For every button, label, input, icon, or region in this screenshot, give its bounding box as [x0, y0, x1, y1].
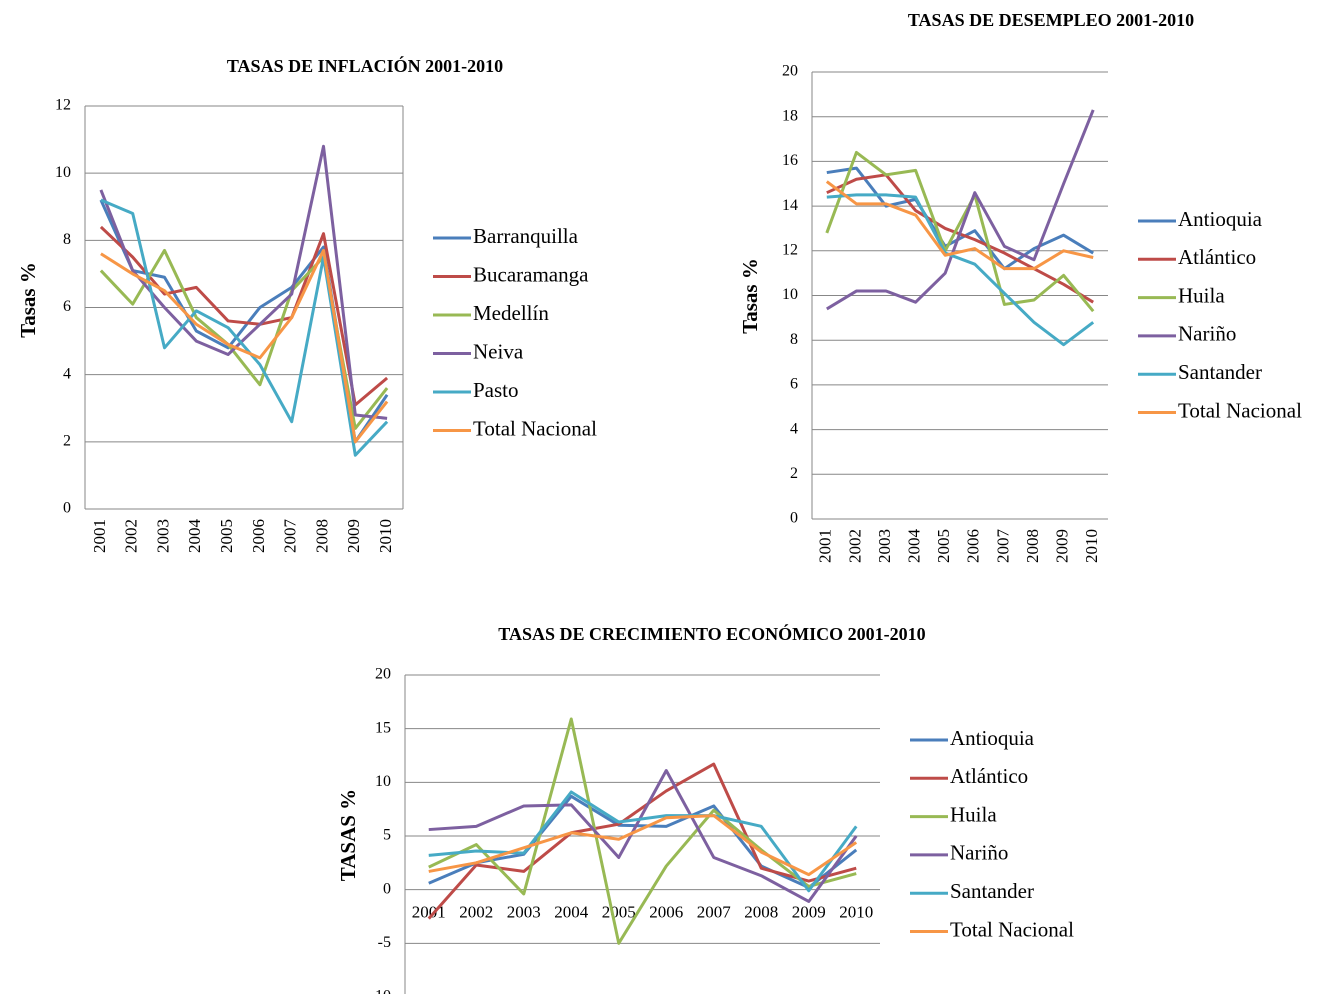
- legend-label: Santander: [950, 879, 1034, 903]
- legend-label: Antioquia: [1178, 207, 1263, 231]
- y-tick-label: 14: [782, 197, 798, 214]
- legend-label: Barranquilla: [473, 224, 579, 248]
- y-axis-label: TASAS %: [336, 789, 360, 881]
- y-tick-label: 10: [375, 773, 391, 790]
- y-tick-label: 2: [63, 433, 71, 450]
- x-tick-label: 2009: [792, 903, 826, 922]
- legend-label: Medellín: [473, 301, 549, 325]
- x-tick-label: 2001: [90, 519, 109, 553]
- series-line: [428, 717, 857, 945]
- series-line: [826, 193, 1095, 347]
- y-tick-label: -10: [370, 988, 391, 994]
- series-line: [428, 790, 858, 893]
- x-tick-label: 2008: [312, 519, 331, 553]
- x-tick-label: 2002: [122, 519, 141, 553]
- legend-label: Huila: [950, 802, 997, 826]
- y-tick-label: 16: [782, 152, 798, 169]
- series-line: [428, 794, 858, 890]
- y-tick-label: 20: [375, 666, 391, 683]
- x-tick-label: 2006: [249, 519, 268, 553]
- x-tick-label: 2006: [649, 903, 683, 922]
- series-line: [427, 762, 857, 920]
- series-line: [428, 814, 858, 877]
- legend-label: Antioquia: [950, 726, 1035, 750]
- legend-label: Atlántico: [950, 764, 1028, 788]
- x-tick-label: 2010: [839, 903, 873, 922]
- legend-label: Total Nacional: [1178, 398, 1302, 422]
- y-tick-label: 10: [55, 164, 71, 181]
- y-tick-label: 20: [782, 63, 798, 80]
- x-tick-label: 2004: [905, 529, 924, 564]
- legend-label: Total Nacional: [473, 416, 597, 440]
- y-tick-label: 0: [790, 510, 798, 527]
- series-line: [99, 144, 388, 420]
- y-tick-label: 12: [55, 97, 71, 114]
- x-tick-label: 2010: [1082, 529, 1101, 563]
- legend-label: Atlántico: [1178, 245, 1256, 269]
- x-tick-label: 2007: [697, 903, 732, 922]
- legend-label: Nariño: [1178, 322, 1236, 346]
- y-tick-label: 6: [790, 376, 798, 393]
- chart-title: TASAS DE DESEMPLEO 2001-2010: [908, 10, 1194, 30]
- y-tick-label: 6: [63, 298, 71, 315]
- y-tick-label: 15: [375, 719, 391, 736]
- x-tick-label: 2002: [459, 903, 493, 922]
- legend-label: Neiva: [473, 339, 524, 363]
- y-tick-label: 4: [63, 365, 71, 382]
- y-tick-label: 18: [782, 107, 798, 124]
- chart-title: TASAS DE INFLACIÓN 2001-2010: [227, 55, 503, 76]
- x-tick-label: 2003: [507, 903, 541, 922]
- x-tick-label: 2009: [344, 519, 363, 553]
- y-tick-label: 2: [790, 465, 798, 482]
- x-tick-label: 2006: [964, 529, 983, 563]
- x-tick-label: 2003: [153, 519, 172, 553]
- legend-label: Huila: [1178, 283, 1225, 307]
- series-line: [428, 769, 858, 903]
- legend-label: Santander: [1178, 360, 1262, 384]
- x-tick-label: 2004: [185, 519, 204, 554]
- y-tick-label: 12: [782, 241, 798, 258]
- x-tick-label: 2010: [376, 519, 395, 553]
- legend-label: Total Nacional: [950, 917, 1074, 941]
- legend-label: Pasto: [473, 378, 519, 402]
- x-tick-label: 2008: [744, 903, 778, 922]
- legend-label: Nariño: [950, 841, 1008, 865]
- x-tick-label: 2002: [845, 529, 864, 563]
- y-axis-label: Tasas %: [738, 258, 762, 334]
- x-tick-label: 2001: [816, 529, 835, 563]
- x-tick-label: 2005: [934, 529, 953, 563]
- y-tick-label: 0: [63, 500, 71, 517]
- series-line: [826, 109, 1095, 311]
- series-line: [825, 150, 1095, 313]
- x-tick-label: 2004: [554, 903, 589, 922]
- series-line: [826, 166, 1094, 271]
- series-line: [100, 248, 389, 444]
- legend-label: Bucaramanga: [473, 262, 589, 286]
- x-tick-label: 2005: [602, 903, 636, 922]
- y-tick-label: 8: [63, 231, 71, 248]
- y-axis-label: Tasas %: [16, 262, 40, 338]
- x-tick-label: 2007: [993, 529, 1012, 564]
- x-tick-label: 2005: [217, 519, 236, 553]
- x-tick-label: 2008: [1023, 529, 1042, 563]
- x-tick-label: 2009: [1053, 529, 1072, 563]
- chart-title: TASAS DE CRECIMIENTO ECONÓMICO 2001-2010: [498, 623, 925, 644]
- series-line: [825, 180, 1094, 271]
- y-tick-label: 4: [790, 420, 798, 437]
- x-tick-label: 2007: [281, 519, 300, 554]
- y-tick-label: 5: [383, 827, 391, 844]
- x-tick-label: 2003: [875, 529, 894, 563]
- y-tick-label: -5: [378, 934, 391, 951]
- y-tick-label: 0: [383, 880, 391, 897]
- y-tick-label: 8: [790, 331, 798, 348]
- y-tick-label: 10: [782, 286, 798, 303]
